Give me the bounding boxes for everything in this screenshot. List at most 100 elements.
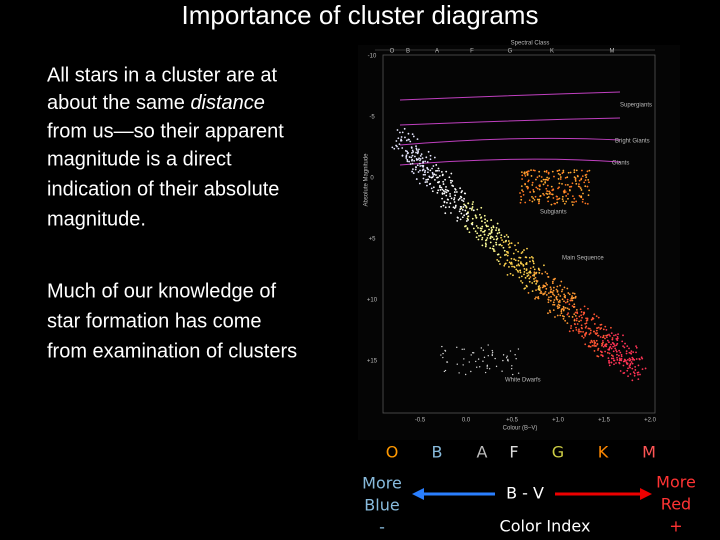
star (569, 189, 571, 192)
star (573, 169, 576, 171)
star (616, 335, 619, 338)
star (545, 282, 547, 285)
scale-end-label: + (669, 517, 682, 536)
star (628, 347, 630, 350)
star (465, 213, 468, 216)
star (505, 234, 508, 236)
star (494, 357, 496, 360)
star (441, 173, 444, 176)
star (542, 285, 545, 288)
text-line: magnitude. (47, 208, 146, 230)
star (393, 147, 396, 150)
star (482, 231, 484, 233)
star (406, 158, 409, 161)
star (495, 226, 498, 229)
star (540, 176, 543, 178)
star (479, 217, 482, 219)
star (592, 317, 595, 320)
star (465, 206, 468, 209)
star (424, 160, 427, 163)
star (490, 230, 493, 232)
star (556, 298, 559, 301)
star (464, 373, 467, 376)
star (546, 196, 549, 199)
axis-label: Colour (B–V) (503, 426, 538, 432)
star (437, 167, 440, 170)
star (605, 328, 608, 331)
star (580, 177, 583, 180)
star (585, 173, 588, 176)
star (553, 294, 556, 297)
star (581, 175, 584, 178)
star (575, 169, 578, 172)
star (601, 342, 603, 345)
y-tick-label: +10 (367, 298, 378, 304)
star (626, 345, 629, 348)
star (610, 347, 613, 350)
star (581, 169, 583, 172)
scale-end-label: Red (661, 495, 691, 514)
star (500, 236, 502, 239)
star (531, 184, 534, 186)
star (515, 248, 517, 251)
star (415, 166, 417, 168)
star (552, 301, 555, 304)
star (414, 168, 417, 171)
star (608, 359, 610, 362)
star (602, 334, 605, 337)
text-line: indication of their absolute (47, 178, 279, 200)
star (538, 184, 541, 187)
star (539, 195, 542, 197)
star (430, 176, 433, 179)
star (453, 207, 456, 210)
star (460, 212, 463, 215)
star (568, 303, 571, 306)
star (505, 357, 508, 359)
star (641, 368, 644, 370)
star (447, 198, 450, 201)
star (593, 330, 595, 333)
star (412, 151, 415, 153)
star (581, 316, 583, 319)
star (593, 343, 596, 345)
star (584, 179, 587, 182)
star (610, 361, 613, 364)
star (430, 187, 433, 190)
star (474, 215, 477, 217)
star (508, 246, 511, 249)
star (574, 323, 576, 326)
star (544, 290, 547, 293)
star (463, 203, 465, 206)
star (445, 186, 447, 188)
star (588, 181, 590, 184)
star (444, 369, 447, 372)
star (616, 337, 619, 340)
star (455, 191, 458, 193)
star (487, 234, 490, 237)
star (450, 181, 452, 184)
star (570, 299, 572, 302)
star (448, 176, 451, 179)
star (610, 326, 612, 329)
star (566, 307, 569, 310)
star (560, 290, 563, 293)
star (397, 137, 400, 140)
star (589, 341, 592, 344)
star (489, 241, 492, 244)
star (442, 183, 445, 185)
star (568, 185, 571, 188)
star (552, 289, 555, 292)
star (580, 330, 582, 333)
star (503, 264, 506, 267)
star (615, 362, 617, 364)
star (635, 351, 637, 354)
star (475, 216, 478, 219)
star (556, 285, 559, 288)
star (496, 258, 499, 261)
star (556, 170, 559, 172)
star (556, 198, 559, 201)
star (610, 332, 613, 335)
star (531, 274, 534, 277)
star (565, 195, 568, 197)
star (444, 349, 446, 352)
